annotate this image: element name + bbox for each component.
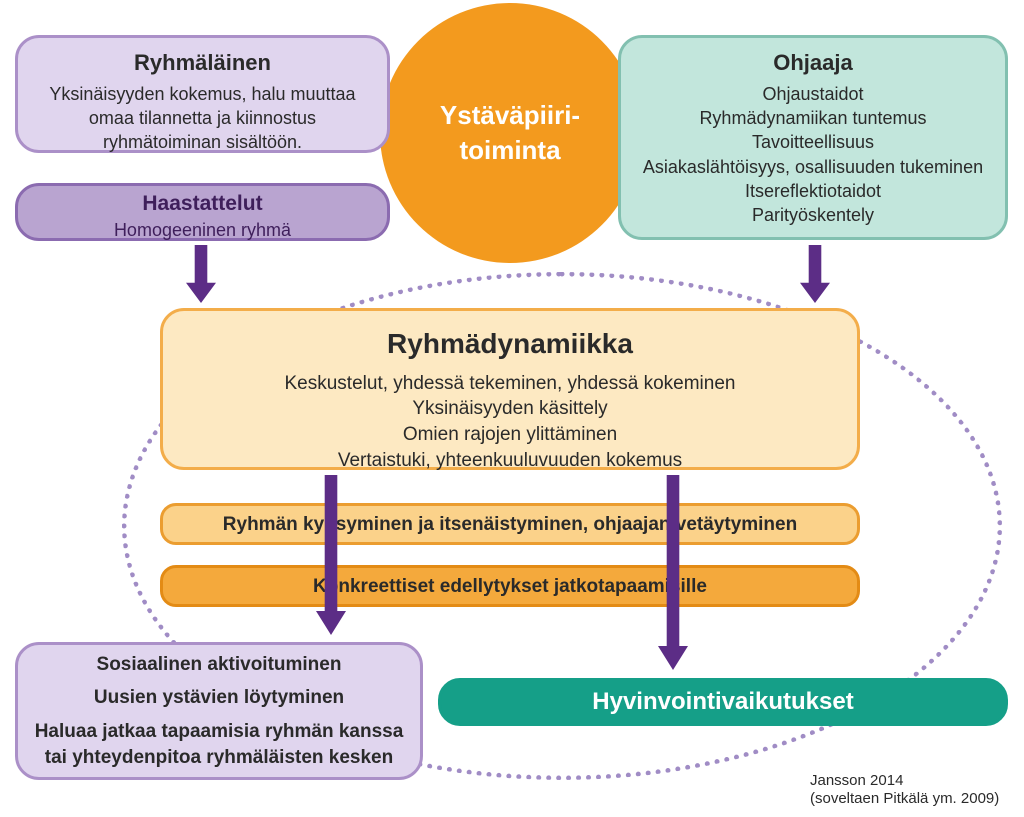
outcome-line-2: Haluaa jatkaa tapaamisia ryhmän kanssa t… [30,719,408,770]
ohjaaja-line-5: Parityöskentely [631,203,995,227]
circle-line1: Ystäväpiiri- [440,98,580,133]
ohjaaja-line-4: Itsereflektiotaidot [631,179,995,203]
arrow-to-bottom-left-icon [316,475,346,635]
attribution-line-1: Jansson 2014 [810,772,999,790]
attribution-text: Jansson 2014 (soveltaen Pitkälä ym. 2009… [810,772,999,808]
outcome-line-0: Sosiaalinen aktivoituminen [30,652,408,678]
kypsyminen-bar: Ryhmän kypsyminen ja itsenäistyminen, oh… [160,503,860,545]
ohjaaja-line-2: Tavoitteellisuus [631,130,995,154]
ryhmadynamiikka-box: Ryhmädynamiikka Keskustelut, yhdessä tek… [160,308,860,470]
arrow-left-down-icon [186,245,216,303]
ryhmalainen-title: Ryhmäläinen [32,48,373,78]
ryhmadynamiikka-line-0: Keskustelut, yhdessä tekeminen, yhdessä … [183,371,837,397]
hyvinvointi-box: Hyvinvointivaikutukset [438,678,1008,726]
ohjaaja-line-1: Ryhmädynamiikan tuntemus [631,106,995,130]
ryhmadynamiikka-title: Ryhmädynamiikka [183,325,837,363]
arrow-to-hyvinvointi-icon [658,475,688,670]
ohjaaja-box: Ohjaaja Ohjaustaidot Ryhmädynamiikan tun… [618,35,1008,240]
ohjaaja-title: Ohjaaja [631,48,995,78]
circle-line2: toiminta [459,133,560,168]
edellytykset-text: Konkreettiset edellytykset jatkotapaamis… [313,576,707,597]
ryhmadynamiikka-line-3: Vertaistuki, yhteenkuuluvuuden kokemus [183,448,837,474]
haastattelut-body: Homogeeninen ryhmä [28,218,377,242]
kypsyminen-text: Ryhmän kypsyminen ja itsenäistyminen, oh… [223,514,797,535]
attribution-line-2: (soveltaen Pitkälä ym. 2009) [810,790,999,808]
ryhmadynamiikka-line-2: Omien rajojen ylittäminen [183,422,837,448]
hyvinvointi-text: Hyvinvointivaikutukset [592,686,853,718]
outcomes-box: Sosiaalinen aktivoituminen Uusien ystävi… [15,642,423,780]
ryhmadynamiikka-line-1: Yksinäisyyden käsittely [183,396,837,422]
center-circle: Ystäväpiiri- toiminta [380,3,640,263]
haastattelut-box: Haastattelut Homogeeninen ryhmä [15,183,390,241]
edellytykset-bar: Konkreettiset edellytykset jatkotapaamis… [160,565,860,607]
ryhmalainen-body: Yksinäisyyden kokemus, halu muuttaa omaa… [32,82,373,155]
haastattelut-title: Haastattelut [28,190,377,218]
ohjaaja-line-3: Asiakaslähtöisyys, osallisuuden tukemine… [631,155,995,179]
ryhmalainen-box: Ryhmäläinen Yksinäisyyden kokemus, halu … [15,35,390,153]
arrow-right-down-icon [800,245,830,303]
outcome-line-1: Uusien ystävien löytyminen [30,685,408,711]
ohjaaja-line-0: Ohjaustaidot [631,82,995,106]
